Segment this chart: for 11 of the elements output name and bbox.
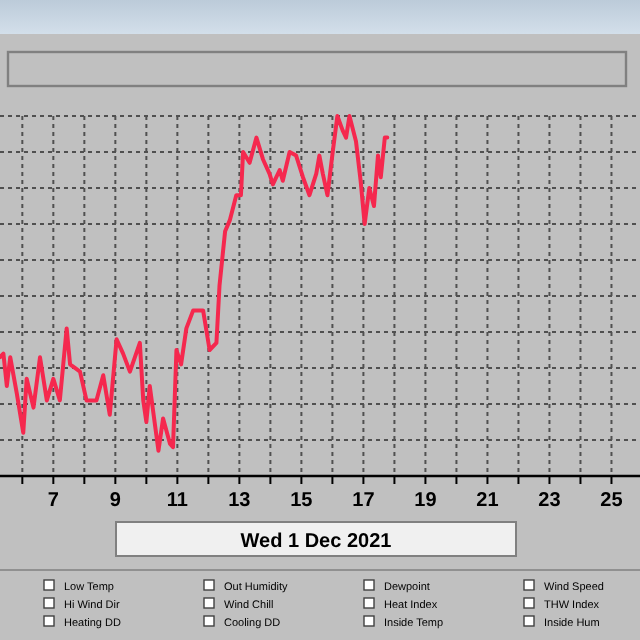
x-tick-label: 9	[109, 490, 122, 512]
x-tick-label: 25	[600, 490, 624, 512]
x-tick-label: 13	[228, 490, 252, 512]
x-axis-title: Wed 1 Dec 2021	[240, 531, 393, 553]
x-tick-label: 15	[290, 490, 314, 512]
x-tick-label: 23	[538, 490, 562, 512]
x-tick-label: 11	[166, 490, 189, 512]
x-tick-label: 17	[352, 490, 376, 512]
x-tick-label: 19	[414, 490, 438, 512]
x-tick-label: 21	[476, 490, 500, 512]
x-tick-label: 7	[47, 490, 60, 512]
